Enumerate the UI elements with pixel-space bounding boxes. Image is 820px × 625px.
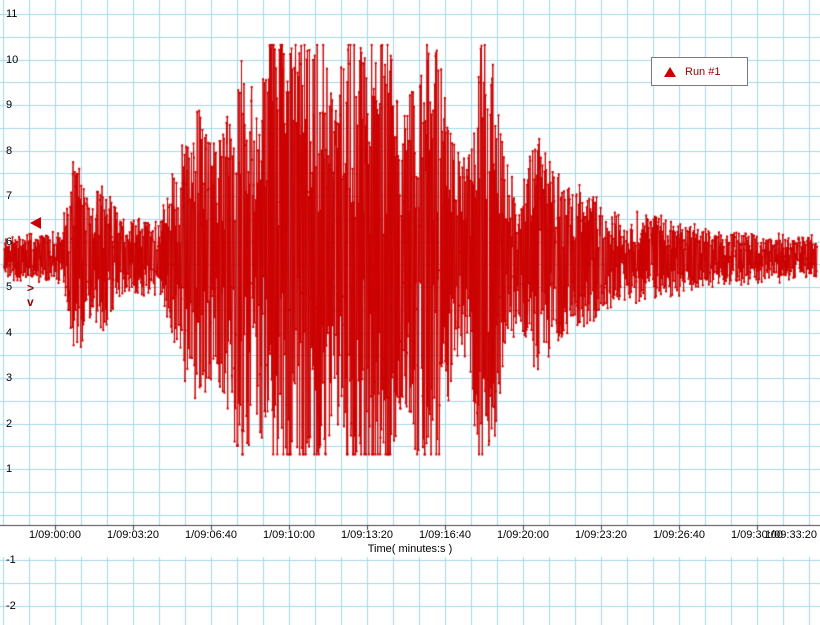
y-tick-label: -2 xyxy=(6,599,16,612)
x-tick-label: 1/09:13:20 xyxy=(341,529,393,541)
y-axis-cursor-icon[interactable] xyxy=(30,217,41,230)
x-tick-label: 1/09:16:40 xyxy=(419,529,471,541)
y-tick-label: 5 xyxy=(6,281,13,293)
x-tick-label: 1/09:23:20 xyxy=(575,529,627,541)
legend: Run #1 xyxy=(651,57,748,86)
y-axis-unit-marks: > v xyxy=(27,281,34,309)
x-tick-label: 1/09:06:40 xyxy=(185,529,237,541)
y-tick-label: 2 xyxy=(6,417,13,430)
x-axis-title: Time( minutes:s ) xyxy=(367,543,453,555)
x-tick-label: 1/09:26:40 xyxy=(653,529,705,541)
y-tick-label: 9 xyxy=(6,99,13,111)
legend-label: Run #1 xyxy=(685,65,721,78)
y-tick-label: 11 xyxy=(6,8,18,20)
y-tick-label: 7 xyxy=(6,190,13,202)
y-tick-label: 6 xyxy=(6,235,13,248)
y-tick-label: -1 xyxy=(6,554,16,566)
y-tick-label: 10 xyxy=(6,53,19,66)
x-tick-label: 1/09:10:00 xyxy=(263,529,315,541)
x-tick-label: 1/09:30:00 xyxy=(731,529,783,541)
y-tick-label: 3 xyxy=(6,372,13,384)
y-tick-label: 8 xyxy=(6,144,13,157)
x-tick-label: 1/09:00:00 xyxy=(29,529,81,541)
chevron-right-icon: > xyxy=(27,281,35,295)
y-axis-unit-label: v xyxy=(27,295,34,309)
x-tick-label: 1/09:20:00 xyxy=(497,529,549,541)
y-tick-label: 4 xyxy=(6,326,13,339)
legend-triangle-marker-icon xyxy=(664,66,676,77)
x-tick-label: 1/09:33:20 xyxy=(765,529,817,541)
y-tick-label: 1 xyxy=(6,463,13,475)
x-tick-label: 1/09:03:20 xyxy=(107,529,159,541)
